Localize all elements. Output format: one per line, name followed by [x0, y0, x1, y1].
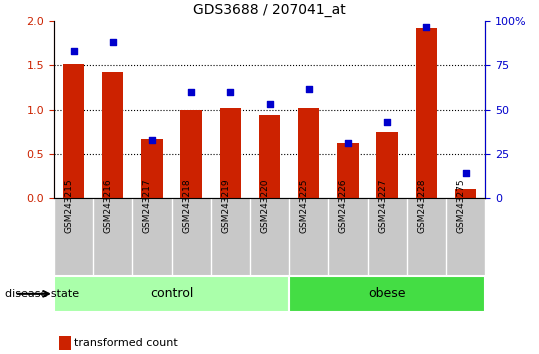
- Text: GSM243217: GSM243217: [143, 179, 152, 233]
- Text: obese: obese: [368, 287, 406, 300]
- Bar: [63, 64, 84, 198]
- Text: GSM243227: GSM243227: [378, 179, 387, 233]
- Text: GSM243275: GSM243275: [457, 179, 466, 233]
- Point: [265, 102, 274, 107]
- Point: [187, 89, 196, 95]
- Point: [69, 48, 78, 54]
- Bar: [455, 189, 476, 198]
- Bar: [219, 108, 241, 198]
- Bar: [289, 276, 485, 312]
- Text: GSM243218: GSM243218: [182, 179, 191, 233]
- Text: GSM243228: GSM243228: [417, 179, 426, 233]
- Point: [226, 89, 234, 95]
- Text: transformed count: transformed count: [74, 338, 178, 348]
- Point: [422, 24, 431, 29]
- Point: [108, 40, 117, 45]
- Text: GSM243226: GSM243226: [339, 179, 348, 233]
- Text: GSM243216: GSM243216: [103, 179, 113, 233]
- Point: [383, 119, 391, 125]
- Title: GDS3688 / 207041_at: GDS3688 / 207041_at: [193, 4, 346, 17]
- Point: [343, 141, 352, 146]
- Text: GSM243219: GSM243219: [222, 179, 230, 233]
- Bar: [181, 110, 202, 198]
- Bar: [259, 115, 280, 198]
- Bar: [54, 276, 289, 312]
- Point: [461, 171, 470, 176]
- Bar: [141, 139, 163, 198]
- Text: GSM243225: GSM243225: [300, 179, 309, 233]
- Bar: [337, 143, 358, 198]
- Text: control: control: [150, 287, 193, 300]
- Bar: [102, 72, 123, 198]
- Text: disease state: disease state: [5, 289, 80, 299]
- Bar: [376, 132, 398, 198]
- Point: [305, 86, 313, 91]
- Text: GSM243215: GSM243215: [65, 179, 73, 233]
- Bar: [298, 108, 320, 198]
- Point: [148, 137, 156, 143]
- Text: GSM243220: GSM243220: [260, 179, 270, 233]
- Bar: [416, 28, 437, 198]
